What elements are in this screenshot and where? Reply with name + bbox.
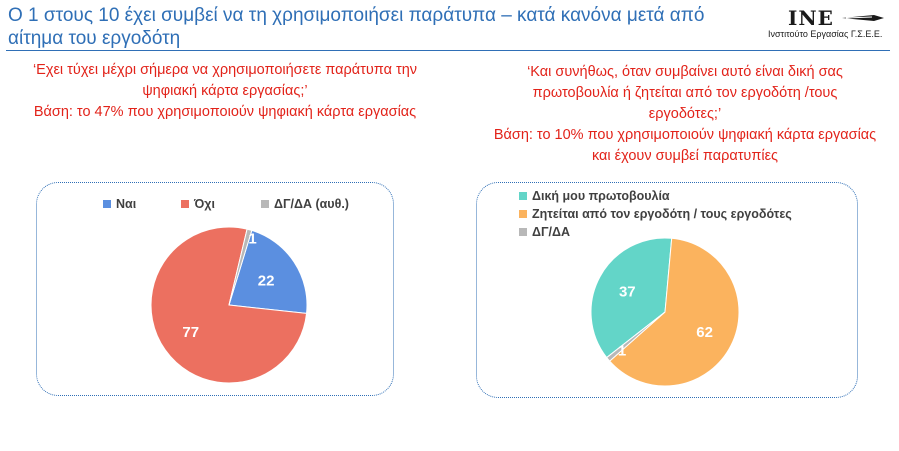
- right-question-line-1: ‘Και συνήθως, όταν συμβαίνει αυτό είναι …: [527, 64, 843, 80]
- legend-label: Ζητείται από τον εργοδότη / τους εργοδότ…: [532, 207, 792, 221]
- data-label-slice-dk-na: 1: [248, 230, 256, 247]
- right-base-note-1: Βάση: το 10% που χρησιμοποιούν ψηφιακή κ…: [493, 127, 877, 143]
- data-label-slice-yes: 22: [258, 273, 275, 290]
- left-question-line-2: ψηφιακή κάρτα εργασίας;’: [142, 83, 308, 99]
- title-divider: [6, 50, 890, 51]
- data-label-slice-dk-na: 1: [618, 343, 626, 360]
- legend-item-yes: Ναι: [103, 197, 136, 211]
- legend-swatch: [261, 200, 269, 208]
- right-question-line-3: εργοδότες;’: [648, 106, 722, 122]
- data-label-slice-no: 77: [182, 324, 199, 341]
- legend-swatch: [519, 228, 527, 236]
- legend-swatch: [519, 210, 527, 218]
- pen-icon: [842, 15, 884, 21]
- data-label-slice-employer-request: 62: [696, 324, 713, 341]
- pie-slice-no: [150, 226, 308, 384]
- data-label-slice-own-initiative: 37: [619, 283, 636, 300]
- legend-swatch: [519, 192, 527, 200]
- legend-item-no: Όχι: [181, 197, 215, 211]
- legend-label: Ναι: [116, 197, 137, 211]
- pie-slice-own-initiative: [590, 237, 673, 359]
- title-line-2: αίτημα του εργοδότη: [8, 28, 181, 49]
- pie-slice-yes: [228, 229, 308, 314]
- left-base-note: Βάση: το 47% που χρησιμοποιούν ψηφιακή κ…: [33, 104, 417, 120]
- pie-slice-dk-na: [605, 311, 666, 362]
- ine-logo: INE Ινστιτούτο Εργασίας Γ.Σ.Ε.Ε.: [766, 6, 890, 46]
- right-base-note-2: και έχουν συμβεί παρατυπίες: [591, 148, 779, 164]
- logo-mark: INE: [788, 6, 834, 30]
- legend-swatch: [181, 200, 189, 208]
- legend-label: ΔΓ/ΔΑ (αυθ.): [274, 197, 349, 211]
- legend-swatch: [103, 200, 111, 208]
- right-chart-panel: Δική μου πρωτοβουλία Ζητείται από τον ερ…: [476, 182, 858, 398]
- right-pie-chart: 37 62 1: [590, 237, 740, 387]
- right-question-line-2: πρωτοβουλία ή ζητείται από τον εργοδότη …: [532, 85, 838, 101]
- legend-label: Δική μου πρωτοβουλία: [532, 189, 670, 203]
- legend-item-own-initiative: Δική μου πρωτοβουλία: [519, 189, 670, 203]
- legend-item-dk-na: ΔΓ/ΔΑ: [519, 225, 570, 239]
- left-question-line-1: ‘Εχει τύχει μέχρι σήμερα να χρησιμοποιήσ…: [32, 62, 418, 78]
- left-pie-chart: 22 77 1: [150, 226, 308, 384]
- legend-label: ΔΓ/ΔΑ: [532, 225, 570, 239]
- logo-subtitle: Ινστιτούτο Εργασίας Γ.Σ.Ε.Ε.: [768, 29, 883, 39]
- right-question: ‘Και συνήθως, όταν συμβαίνει αυτό είναι …: [470, 62, 899, 167]
- page-title: Ο 1 στους 10 έχει συμβεί να τη χρησιμοπο…: [8, 4, 748, 50]
- left-chart-panel: Ναι Όχι ΔΓ/ΔΑ (αυθ.) 22 77 1: [36, 182, 394, 396]
- left-question: ‘Εχει τύχει μέχρι σήμερα να χρησιμοποιήσ…: [10, 60, 440, 123]
- title-line-1: Ο 1 στους 10 έχει συμβεί να τη χρησιμοπο…: [8, 5, 705, 26]
- pie-slice-employer-request: [608, 237, 740, 387]
- legend-label: Όχι: [194, 197, 215, 211]
- legend-item-employer-request: Ζητείται από τον εργοδότη / τους εργοδότ…: [519, 207, 792, 221]
- legend-item-dk-na: ΔΓ/ΔΑ (αυθ.): [261, 197, 349, 211]
- pie-slice-dk-na: [228, 228, 253, 306]
